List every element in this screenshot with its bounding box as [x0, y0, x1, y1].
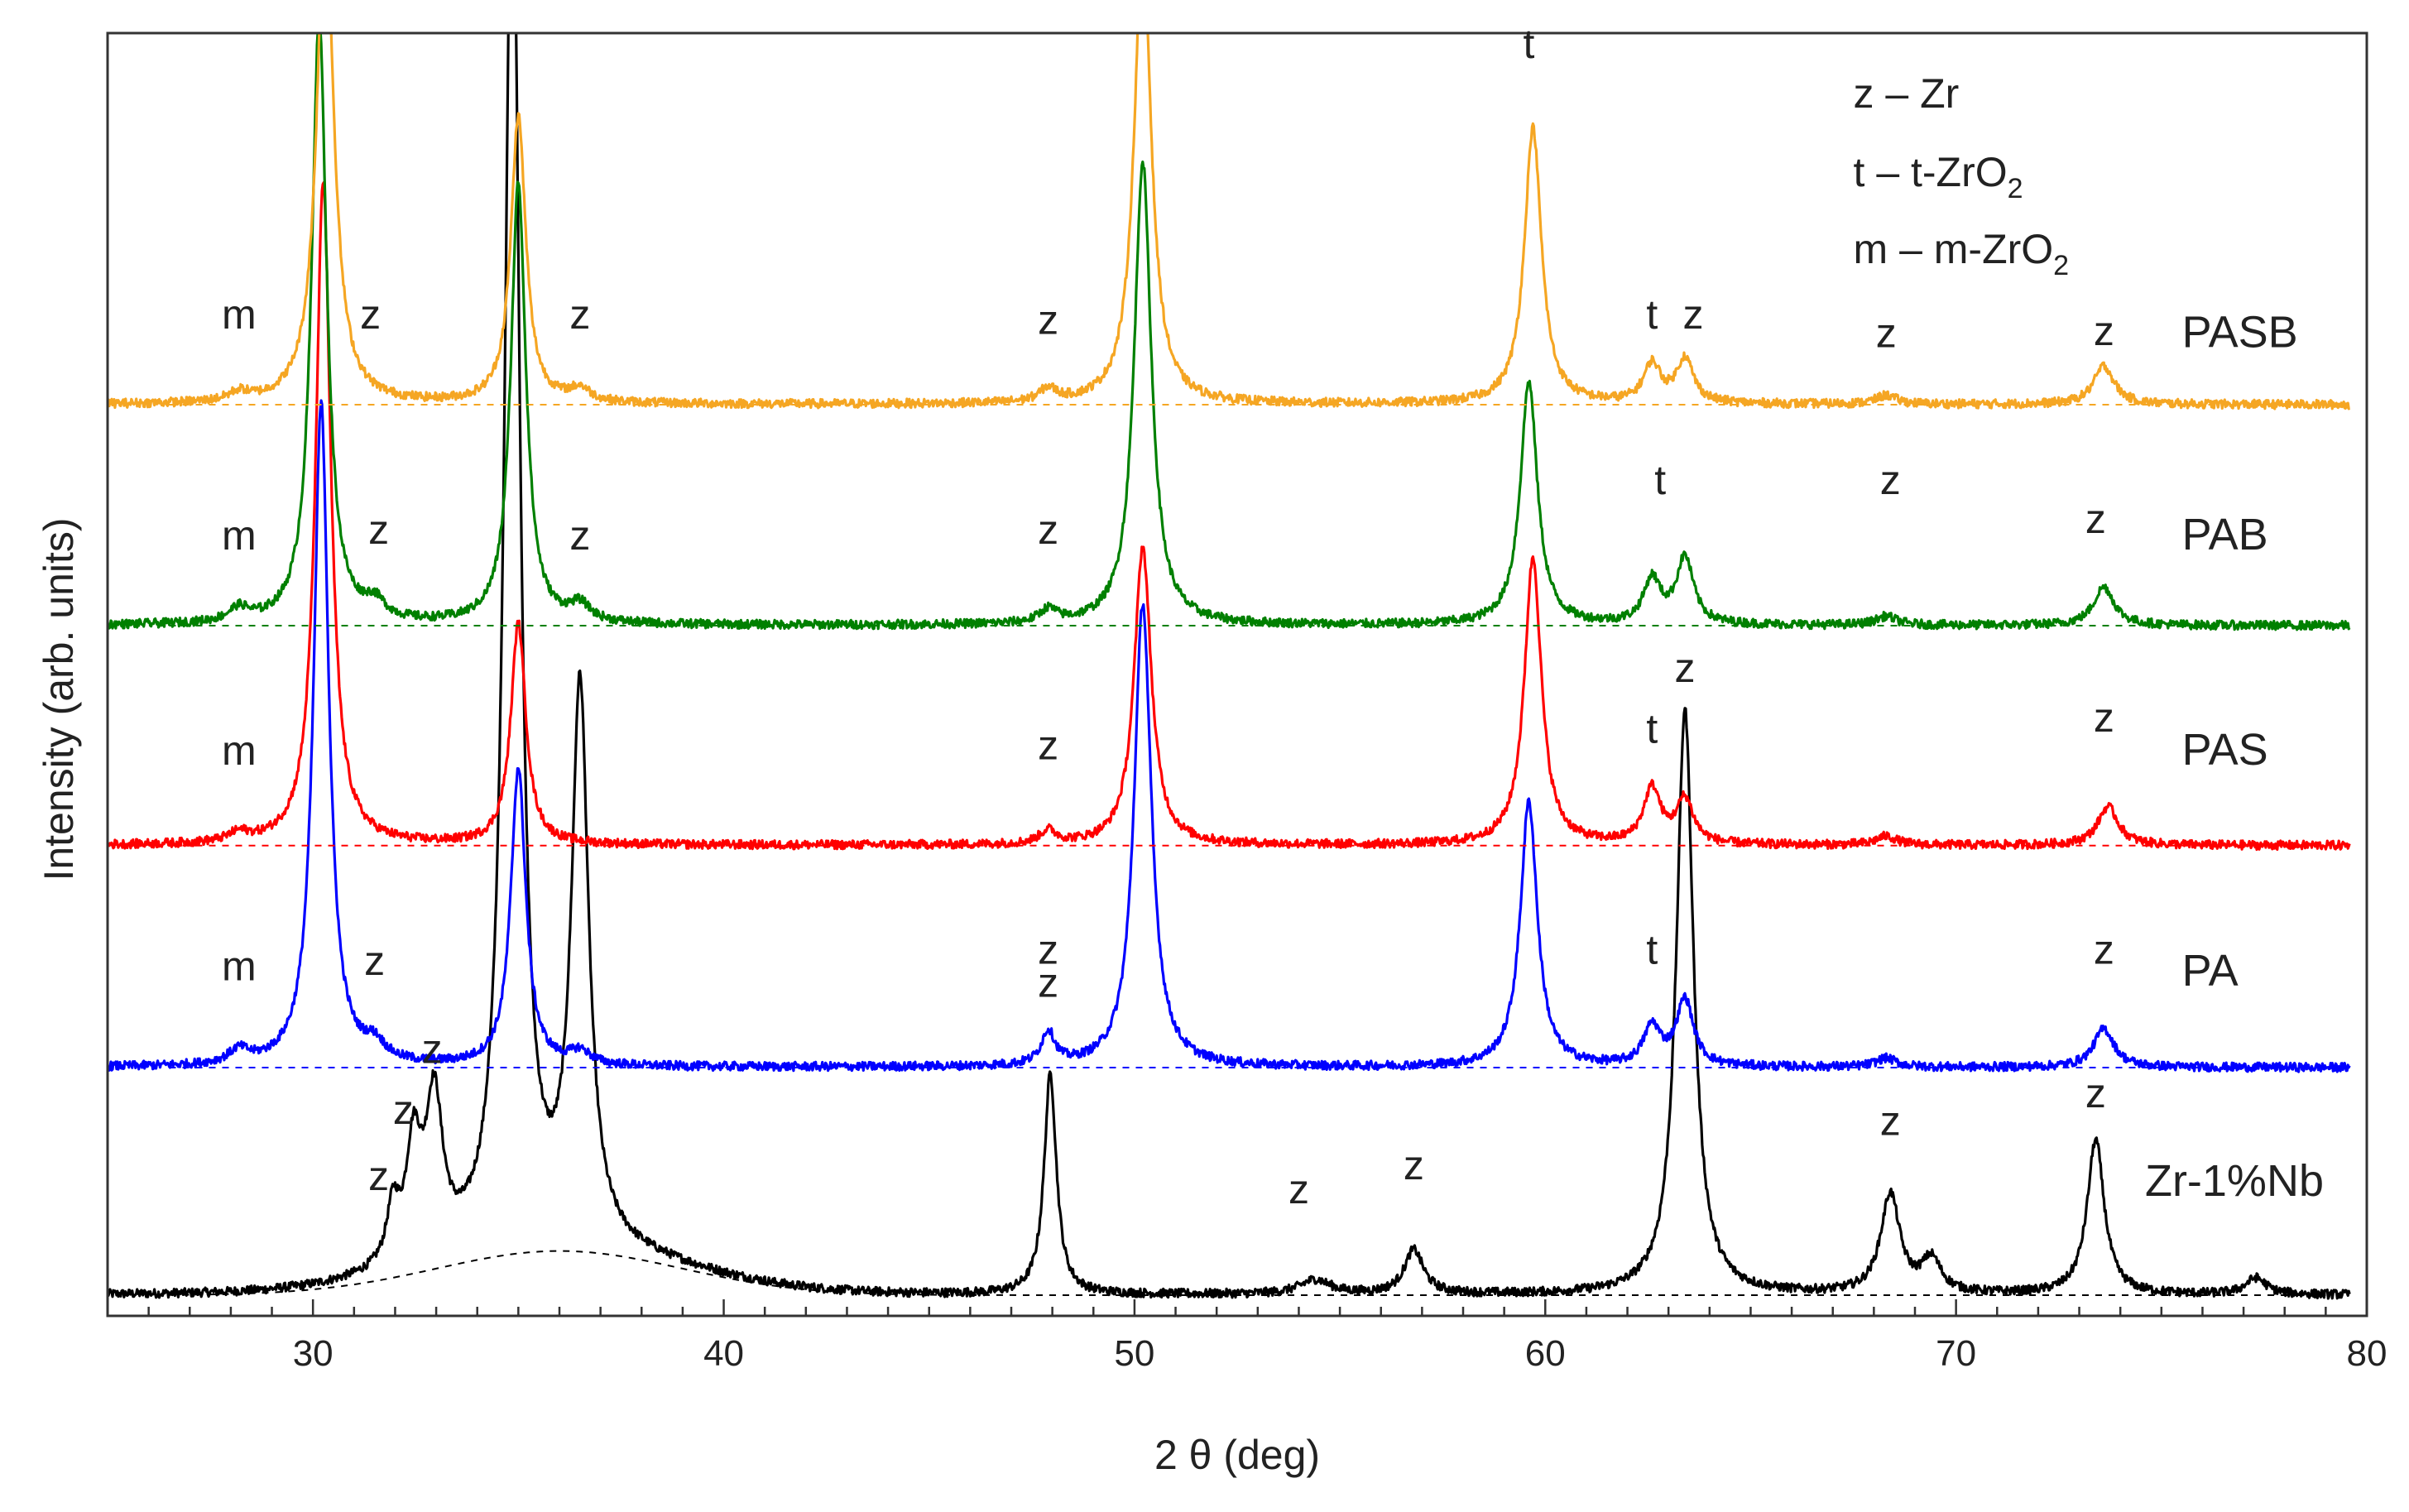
peak-label: z	[1038, 297, 1058, 343]
series-label-pas: PAS	[2182, 725, 2268, 775]
peak-label: z	[1038, 960, 1058, 1006]
peak-label: z	[1288, 1166, 1309, 1212]
series-line-pab	[108, 33, 2351, 631]
peak-label: z	[1880, 1097, 1901, 1144]
series-label-pab: PAB	[2182, 510, 2268, 559]
x-axis-title: 2 θ (deg)	[1154, 1432, 1320, 1478]
peak-label: t	[1654, 457, 1666, 503]
peak-label: z	[368, 1153, 389, 1199]
peak-label: z	[393, 1087, 414, 1133]
baseline-zr-1-nb	[169, 1250, 2326, 1296]
peak-label: z	[2094, 694, 2114, 741]
y-axis-title: Intensity (arb. units)	[36, 517, 82, 881]
legend: z – Zr t – t-ZrO2 m – m-ZrO2	[1854, 70, 2070, 281]
peak-annotations: zzzzzzzzmzztzmztzzmzzztzzmzzztzzztt,ztt	[222, 21, 2114, 1212]
x-tick-label: 40	[703, 1333, 744, 1374]
x-tick-label: 70	[1936, 1333, 1976, 1374]
series-line-pas	[108, 181, 2351, 852]
legend-entry: t – t-ZrO2	[1854, 149, 2023, 204]
peak-label: z	[1675, 645, 1696, 691]
peak-label: t	[1646, 927, 1658, 973]
legend-entry: z – Zr	[1854, 70, 1960, 117]
x-tick-label: 60	[1525, 1333, 1566, 1374]
peak-label: z	[422, 1026, 443, 1073]
peak-label: z	[368, 506, 389, 553]
plot-frame	[106, 31, 2368, 1318]
peak-label: z	[2094, 927, 2114, 973]
peak-label: z	[1038, 927, 1058, 973]
peak-label: t	[1646, 706, 1658, 752]
series-label-pasb: PASB	[2182, 308, 2298, 358]
background-baselines	[169, 404, 2326, 1296]
x-tick-label: 30	[293, 1333, 334, 1374]
peak-label: z	[1038, 722, 1058, 769]
series-curves	[108, 33, 2351, 1300]
peak-label: z	[569, 291, 590, 338]
peak-label: m	[222, 727, 257, 774]
series-labels: Zr-1%Nb PA PAS PAB PASB	[2145, 308, 2324, 1206]
peak-label: z	[1876, 310, 1897, 357]
legend-entry: m – m-ZrO2	[1854, 226, 2070, 281]
peak-label: z	[1682, 291, 1703, 338]
peak-label: z	[2085, 496, 2106, 542]
peak-label: z	[360, 291, 381, 338]
series-label-pa: PA	[2182, 946, 2239, 996]
peak-label: m	[222, 943, 257, 990]
peak-label: z	[2094, 308, 2114, 354]
series-line-pa	[108, 399, 2351, 1073]
series-line-zr-1-nb	[108, 33, 2351, 1300]
x-axis-ticks: 30 40 50 60 70 80	[147, 1299, 2387, 1374]
x-tick-label: 80	[2347, 1333, 2387, 1374]
peak-label: z	[364, 938, 385, 984]
peak-label: m	[222, 291, 257, 338]
peak-label: z	[1038, 506, 1058, 553]
peak-label: z	[1404, 1142, 1424, 1188]
peak-label: z	[1880, 457, 1901, 503]
peak-label: t	[1523, 21, 1534, 67]
peak-label: t	[1646, 291, 1658, 338]
peak-label: z	[569, 512, 590, 559]
peak-label: m	[222, 512, 257, 559]
peak-label: z	[2085, 1070, 2106, 1116]
x-tick-label: 50	[1114, 1333, 1154, 1374]
series-label-zr-1-nb: Zr-1%Nb	[2145, 1156, 2324, 1206]
